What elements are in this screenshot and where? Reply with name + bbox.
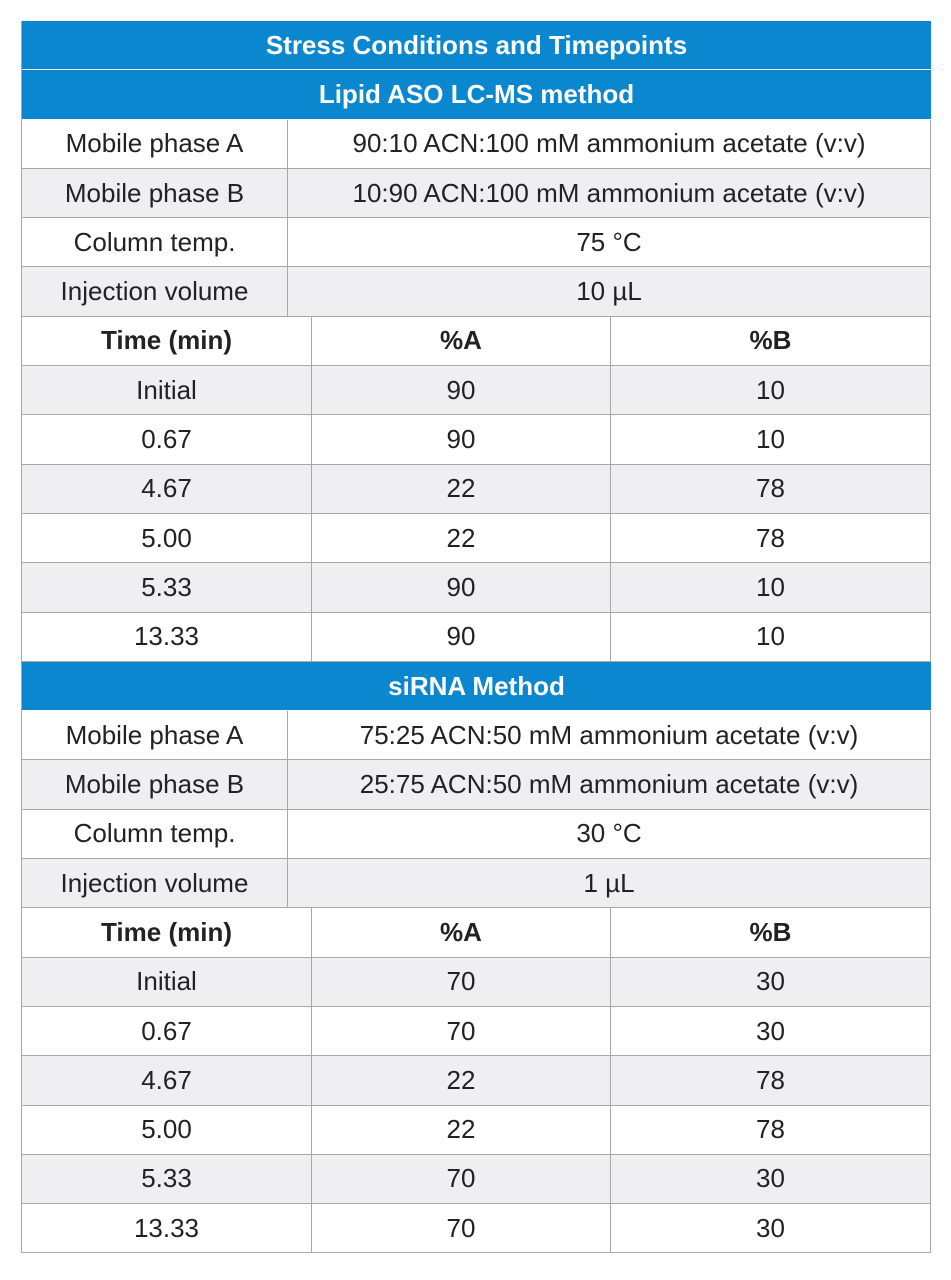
table-row: 5.00 22 78 [22,1105,931,1155]
table-row: 13.33 90 10 [22,612,931,662]
percent-a-cell: 70 [312,1204,611,1253]
param-value: 10 µL [288,267,931,316]
time-cell: Initial [22,957,312,1006]
table-row: 13.33 70 30 [22,1204,931,1254]
table-row: 4.67 22 78 [22,1056,931,1106]
percent-b-cell: 30 [611,957,931,1006]
stress-conditions-table: Stress Conditions and Timepoints Lipid A… [21,21,931,1254]
param-row: Mobile phase B 25:75 ACN:50 mM ammonium … [22,760,931,810]
column-header-time: Time (min) [22,908,312,957]
time-cell: 13.33 [22,612,312,661]
param-row: Column temp. 30 °C [22,809,931,860]
gradient-header-row: Time (min) %A %B [22,316,931,367]
section-title: siRNA Method [388,670,565,701]
table-row: 0.67 90 10 [22,415,931,465]
percent-a-cell: 22 [312,464,611,513]
param-value: 25:75 ACN:50 mM ammonium acetate (v:v) [288,760,931,809]
time-cell: 5.33 [22,563,312,612]
percent-b-cell: 30 [611,1006,931,1056]
param-label: Column temp. [22,218,288,267]
section-header-row: siRNA Method [22,661,931,712]
percent-b-cell: 78 [611,464,931,513]
section-header-row: Lipid ASO LC-MS method [22,70,931,120]
percent-a-cell: 22 [312,1056,611,1105]
percent-b-cell: 78 [611,1056,931,1105]
table-row: 0.67 70 30 [22,1006,931,1057]
param-label: Mobile phase A [22,711,288,760]
table-row: 5.33 90 10 [22,563,931,613]
param-value: 10:90 ACN:100 mM ammonium acetate (v:v) [288,168,931,218]
param-label: Mobile phase A [22,119,288,168]
param-label: Injection volume [22,267,288,316]
percent-b-cell: 30 [611,1154,931,1204]
column-header-a: %A [312,316,611,366]
param-value: 90:10 ACN:100 mM ammonium acetate (v:v) [288,119,931,168]
percent-a-cell: 90 [312,366,611,415]
time-cell: 4.67 [22,1056,312,1105]
time-cell: 0.67 [22,415,312,464]
percent-a-cell: 70 [312,1006,611,1056]
param-row: Mobile phase A 90:10 ACN:100 mM ammonium… [22,119,931,169]
param-label: Mobile phase B [22,168,288,218]
param-value: 30 °C [288,809,931,859]
time-cell: 0.67 [22,1006,312,1056]
param-row: Mobile phase A 75:25 ACN:50 mM ammonium … [22,711,931,761]
time-cell: 13.33 [22,1204,312,1253]
table-row: Initial 70 30 [22,957,931,1007]
param-row: Column temp. 75 °C [22,218,931,268]
table-row: 4.67 22 78 [22,464,931,514]
param-value: 1 µL [288,859,931,908]
percent-a-cell: 90 [312,612,611,661]
percent-b-cell: 30 [611,1204,931,1253]
column-header-time: Time (min) [22,316,312,366]
param-label: Column temp. [22,809,288,859]
param-value: 75 °C [288,218,931,267]
percent-b-cell: 10 [611,612,931,661]
section-title: Lipid ASO LC-MS method [318,78,635,109]
time-cell: Initial [22,366,312,415]
table-title-row: Stress Conditions and Timepoints [22,21,931,71]
percent-a-cell: 70 [312,1154,611,1204]
column-header-a: %A [312,908,611,957]
param-value: 75:25 ACN:50 mM ammonium acetate (v:v) [288,711,931,760]
percent-b-cell: 78 [611,513,931,563]
percent-b-cell: 10 [611,415,931,464]
percent-b-cell: 10 [611,563,931,612]
param-row: Injection volume 1 µL [22,859,931,909]
time-cell: 5.00 [22,1105,312,1154]
percent-a-cell: 90 [312,563,611,612]
percent-a-cell: 90 [312,415,611,464]
table-row: Initial 90 10 [22,366,931,416]
time-cell: 5.00 [22,513,312,563]
param-row: Injection volume 10 µL [22,267,931,317]
time-cell: 5.33 [22,1154,312,1204]
param-label: Mobile phase B [22,760,288,809]
column-header-b: %B [611,908,931,957]
percent-b-cell: 10 [611,366,931,415]
gradient-header-row: Time (min) %A %B [22,908,931,958]
param-label: Injection volume [22,859,288,908]
time-cell: 4.67 [22,464,312,513]
percent-a-cell: 22 [312,1105,611,1154]
column-header-b: %B [611,316,931,366]
percent-a-cell: 22 [312,513,611,563]
percent-a-cell: 70 [312,957,611,1006]
percent-b-cell: 78 [611,1105,931,1154]
param-row: Mobile phase B 10:90 ACN:100 mM ammonium… [22,168,931,219]
table-row: 5.33 70 30 [22,1154,931,1205]
table-title: Stress Conditions and Timepoints [265,29,688,60]
table-row: 5.00 22 78 [22,513,931,564]
